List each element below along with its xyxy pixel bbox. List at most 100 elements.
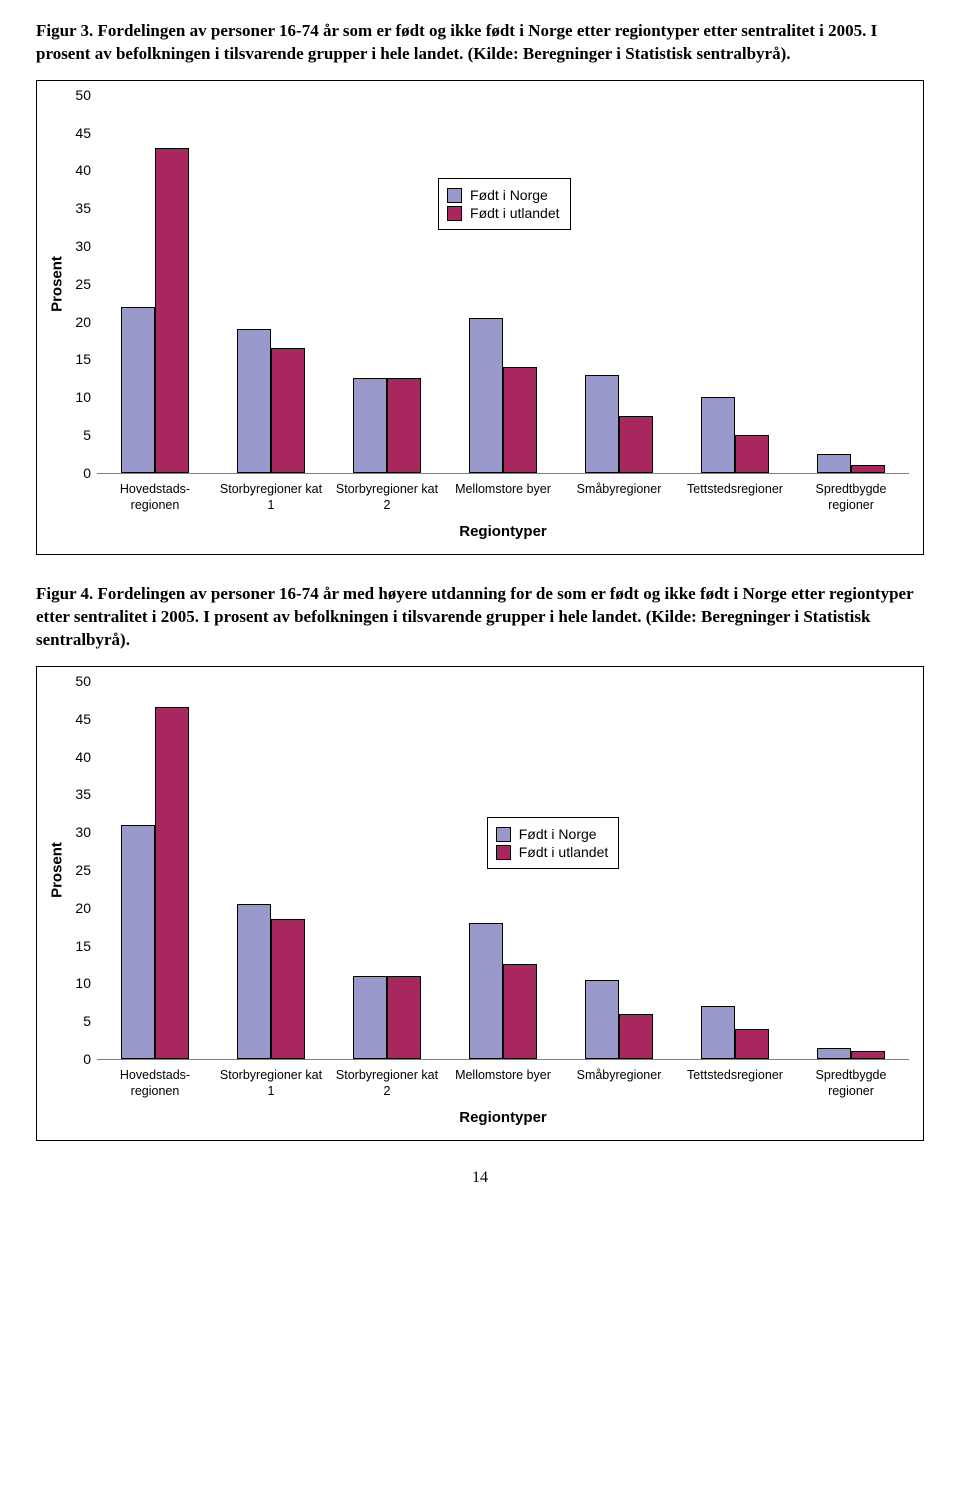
xlabel: Spredtbygde regioner — [793, 474, 909, 513]
bar-group — [677, 95, 793, 473]
figure4-chart-frame: Prosent Født i Norge Født i utlandet 051… — [36, 666, 924, 1141]
figure4-bars — [97, 681, 909, 1059]
bar-utlandet — [271, 919, 305, 1059]
figure3-bars — [97, 95, 909, 473]
figure3-legend: Født i Norge Født i utlandet — [438, 178, 571, 230]
bar-group — [213, 95, 329, 473]
figure3-chart-area: Prosent Født i Norge Født i utlandet 051… — [97, 95, 909, 474]
ytick: 35 — [63, 786, 91, 802]
xlabel: Hovedstads- regionen — [97, 1060, 213, 1099]
bar-norge — [585, 375, 619, 473]
xlabel: Storbyregioner kat 1 — [213, 474, 329, 513]
bar-utlandet — [155, 148, 189, 473]
page-number: 14 — [36, 1169, 924, 1187]
xlabel: Mellomstore byer — [445, 474, 561, 513]
figure3-xlabels: Hovedstads- regionenStorbyregioner kat 1… — [97, 474, 909, 513]
bar-group — [329, 681, 445, 1059]
bar-group — [97, 681, 213, 1059]
figure3-caption: Figur 3. Fordelingen av personer 16-74 å… — [36, 20, 924, 66]
bar-norge — [469, 923, 503, 1059]
ytick: 30 — [63, 238, 91, 254]
ytick: 30 — [63, 824, 91, 840]
bar-utlandet — [155, 707, 189, 1059]
xlabel: Storbyregioner kat 2 — [329, 1060, 445, 1099]
xlabel: Storbyregioner kat 2 — [329, 474, 445, 513]
bar-norge — [585, 980, 619, 1059]
xlabel: Spredtbygde regioner — [793, 1060, 909, 1099]
figure3-xaxis-title: Regiontyper — [97, 513, 909, 544]
ytick: 10 — [63, 975, 91, 991]
bar-utlandet — [503, 367, 537, 473]
bar-group — [445, 95, 561, 473]
bar-utlandet — [851, 465, 885, 473]
ytick: 35 — [63, 200, 91, 216]
bar-utlandet — [271, 348, 305, 473]
ytick: 40 — [63, 162, 91, 178]
xlabel: Småbyregioner — [561, 1060, 677, 1099]
bar-group — [329, 95, 445, 473]
xlabel: Storbyregioner kat 1 — [213, 1060, 329, 1099]
legend-swatch-utlandet-icon — [447, 206, 462, 221]
ytick: 25 — [63, 862, 91, 878]
bar-group — [213, 681, 329, 1059]
bar-utlandet — [735, 1029, 769, 1059]
bar-norge — [701, 1006, 735, 1059]
bar-norge — [817, 1048, 851, 1059]
xlabel: Tettstedsregioner — [677, 474, 793, 513]
xlabel: Hovedstads- regionen — [97, 474, 213, 513]
ytick: 0 — [63, 465, 91, 481]
figure4-legend-b: Født i utlandet — [519, 844, 609, 860]
bar-norge — [237, 329, 271, 473]
figure3-legend-a: Født i Norge — [470, 187, 548, 203]
bar-group — [793, 95, 909, 473]
figure4-chart-area: Prosent Født i Norge Født i utlandet 051… — [97, 681, 909, 1060]
ytick: 45 — [63, 711, 91, 727]
bar-group — [561, 681, 677, 1059]
bar-group — [561, 95, 677, 473]
bar-utlandet — [735, 435, 769, 473]
bar-norge — [701, 397, 735, 473]
ytick: 15 — [63, 351, 91, 367]
bar-group — [445, 681, 561, 1059]
bar-norge — [121, 307, 155, 473]
bar-norge — [353, 378, 387, 473]
figure4-xaxis-title: Regiontyper — [97, 1099, 909, 1130]
figure4-legend: Født i Norge Født i utlandet — [487, 817, 620, 869]
figure3-legend-b: Født i utlandet — [470, 205, 560, 221]
ytick: 50 — [63, 673, 91, 689]
figure4-xlabels: Hovedstads- regionenStorbyregioner kat 1… — [97, 1060, 909, 1099]
bar-utlandet — [619, 416, 653, 473]
xlabel: Tettstedsregioner — [677, 1060, 793, 1099]
xlabel: Mellomstore byer — [445, 1060, 561, 1099]
bar-group — [793, 681, 909, 1059]
bar-norge — [817, 454, 851, 473]
bar-utlandet — [503, 964, 537, 1059]
ytick: 50 — [63, 87, 91, 103]
legend-swatch-norge-icon — [496, 827, 511, 842]
bar-norge — [353, 976, 387, 1059]
legend-swatch-norge-icon — [447, 188, 462, 203]
bar-utlandet — [387, 976, 421, 1059]
ytick: 10 — [63, 389, 91, 405]
bar-norge — [121, 825, 155, 1059]
figure4-caption: Figur 4. Fordelingen av personer 16-74 å… — [36, 583, 924, 652]
legend-swatch-utlandet-icon — [496, 845, 511, 860]
xlabel: Småbyregioner — [561, 474, 677, 513]
figure3-chart-frame: Prosent Født i Norge Født i utlandet 051… — [36, 80, 924, 555]
bar-utlandet — [387, 378, 421, 473]
ytick: 25 — [63, 276, 91, 292]
ytick: 0 — [63, 1051, 91, 1067]
bar-norge — [237, 904, 271, 1059]
ytick: 40 — [63, 749, 91, 765]
ytick: 15 — [63, 938, 91, 954]
bar-group — [97, 95, 213, 473]
bar-utlandet — [619, 1014, 653, 1059]
bar-utlandet — [851, 1051, 885, 1059]
ytick: 5 — [63, 1013, 91, 1029]
bar-group — [677, 681, 793, 1059]
figure4-legend-a: Født i Norge — [519, 826, 597, 842]
bar-norge — [469, 318, 503, 473]
ytick: 20 — [63, 314, 91, 330]
ytick: 5 — [63, 427, 91, 443]
ytick: 20 — [63, 900, 91, 916]
